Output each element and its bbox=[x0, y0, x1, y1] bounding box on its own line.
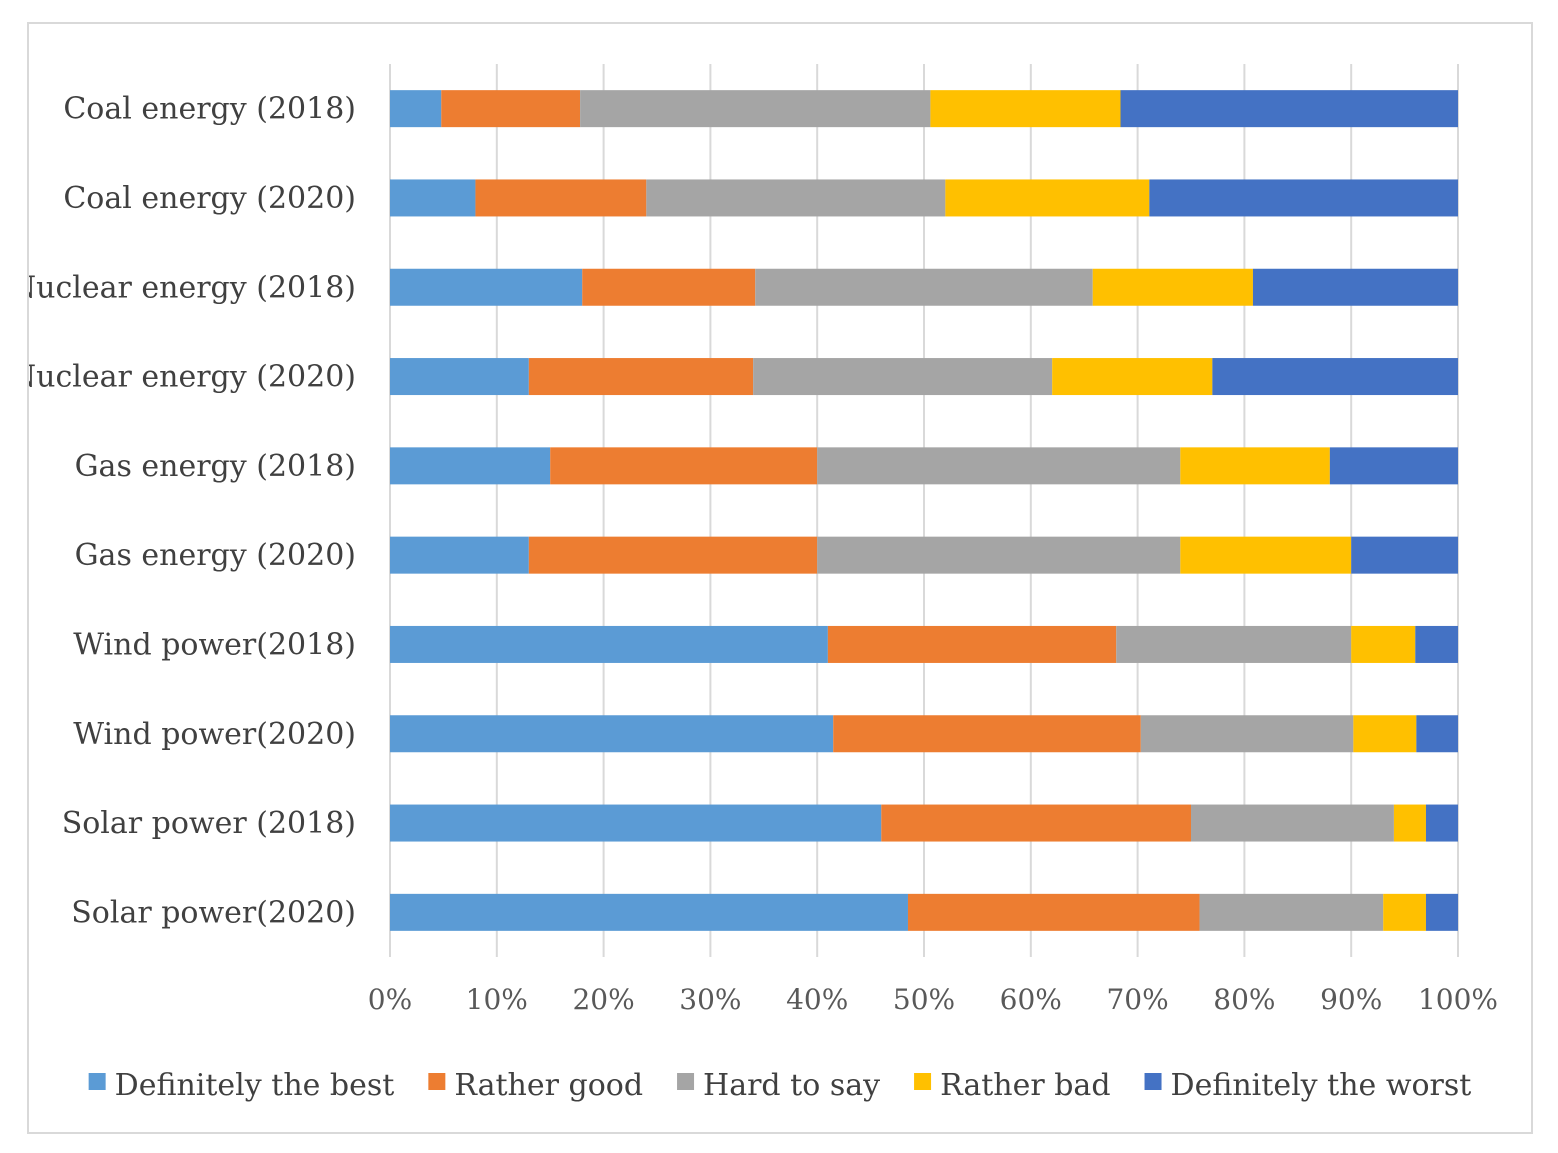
bar-segment bbox=[1140, 715, 1354, 753]
bar-segment bbox=[1120, 90, 1458, 128]
category-label: Solar power (2018) bbox=[62, 806, 356, 841]
bar-segment bbox=[528, 358, 754, 396]
bar-segment bbox=[833, 715, 1141, 753]
legend-swatch bbox=[428, 1073, 446, 1090]
bar-segment bbox=[582, 268, 756, 306]
bar-segment bbox=[1329, 447, 1458, 485]
category-label: Gas energy (2020) bbox=[75, 538, 356, 573]
legend-item: Rather bad bbox=[914, 1068, 1111, 1103]
bar-segment bbox=[390, 893, 908, 931]
x-tick-label: 60% bbox=[1000, 983, 1062, 1016]
legend-label: Rather good bbox=[454, 1068, 643, 1103]
category-label: Nuclear energy (2018) bbox=[29, 270, 356, 305]
legend-label: Definitely the best bbox=[115, 1068, 395, 1103]
legend-item: Definitely the worst bbox=[1144, 1068, 1472, 1103]
bar-segment bbox=[390, 179, 476, 217]
bar-segment bbox=[881, 804, 1191, 842]
x-tick-label: 70% bbox=[1106, 983, 1168, 1016]
bar-segment bbox=[827, 625, 1117, 663]
bar-segment bbox=[817, 536, 1181, 574]
bar-segment bbox=[1383, 893, 1426, 931]
bar-segment bbox=[1351, 536, 1458, 574]
chart-frame: Coal energy (2018) Coal energy (2020) Nucl… bbox=[27, 22, 1533, 1134]
bar-segment bbox=[390, 715, 834, 753]
category-label: Nuclear energy (2020) bbox=[29, 360, 356, 395]
legend-item: Hard to say bbox=[677, 1068, 880, 1103]
bar-segment bbox=[1425, 893, 1458, 931]
legend-label: Hard to say bbox=[703, 1068, 880, 1103]
x-tick-label: 80% bbox=[1213, 983, 1275, 1016]
category-label: Coal energy (2018) bbox=[63, 92, 356, 127]
bar-segment bbox=[475, 179, 647, 217]
bar-segment bbox=[646, 179, 946, 217]
legend-item: Rather good bbox=[428, 1068, 643, 1103]
bar-segment bbox=[1425, 804, 1458, 842]
bar-segment bbox=[945, 179, 1150, 217]
bar-segment bbox=[907, 893, 1200, 931]
bar-segment bbox=[1180, 447, 1330, 485]
x-tick-label: 0% bbox=[368, 983, 412, 1016]
bar-segment bbox=[755, 268, 1093, 306]
bar-segment bbox=[1199, 893, 1384, 931]
bar-segment bbox=[390, 447, 551, 485]
bar-segment bbox=[441, 90, 581, 128]
category-label: Coal energy (2020) bbox=[63, 181, 356, 216]
legend-swatch bbox=[914, 1073, 932, 1090]
bar-segment bbox=[390, 536, 529, 574]
bar-segment bbox=[817, 447, 1181, 485]
bar-segment bbox=[390, 90, 442, 128]
legend-item: Definitely the best bbox=[88, 1068, 395, 1103]
legend-swatch bbox=[677, 1073, 695, 1090]
bar-segment bbox=[1092, 268, 1253, 306]
bar-segment bbox=[550, 447, 818, 485]
category-label: Wind power(2018) bbox=[73, 627, 356, 662]
x-tick-label: 50% bbox=[893, 983, 955, 1016]
bar-segment bbox=[930, 90, 1121, 128]
bar-segment bbox=[753, 358, 1053, 396]
bar-segment bbox=[1351, 625, 1416, 663]
bar-segment bbox=[1212, 358, 1458, 396]
bar-segment bbox=[390, 358, 529, 396]
category-label: Solar power(2020) bbox=[71, 895, 356, 930]
legend-swatch bbox=[88, 1073, 106, 1090]
bar-segment bbox=[580, 90, 931, 128]
bar-segment bbox=[528, 536, 818, 574]
bar-segment bbox=[1415, 625, 1458, 663]
category-label: Gas energy (2018) bbox=[75, 449, 356, 484]
bar-segment bbox=[1180, 536, 1352, 574]
bar-segment bbox=[1416, 715, 1458, 753]
bar-segment bbox=[1252, 268, 1458, 306]
category-label: Wind power(2020) bbox=[73, 717, 356, 752]
bar-segment bbox=[1191, 804, 1394, 842]
legend-swatch bbox=[1144, 1073, 1162, 1090]
bar-segment bbox=[390, 268, 583, 306]
bar-segment bbox=[1393, 804, 1426, 842]
bar-segment bbox=[1052, 358, 1213, 396]
x-tick-label: 30% bbox=[679, 983, 741, 1016]
bar-segment bbox=[390, 804, 882, 842]
x-tick-label: 10% bbox=[466, 983, 528, 1016]
stacked-bar-chart: Coal energy (2018) Coal energy (2020) Nucl… bbox=[29, 64, 1498, 1103]
x-tick-label: 100% bbox=[1418, 983, 1498, 1016]
x-tick-label: 90% bbox=[1320, 983, 1382, 1016]
legend-label: Definitely the worst bbox=[1171, 1068, 1472, 1103]
bar-segment bbox=[1353, 715, 1417, 753]
legend-label: Rather bad bbox=[940, 1068, 1110, 1103]
bar-segment bbox=[1149, 179, 1458, 217]
x-tick-label: 40% bbox=[786, 983, 848, 1016]
bar-segment bbox=[1116, 625, 1352, 663]
x-tick-label: 20% bbox=[572, 983, 634, 1016]
bar-segment bbox=[390, 625, 828, 663]
